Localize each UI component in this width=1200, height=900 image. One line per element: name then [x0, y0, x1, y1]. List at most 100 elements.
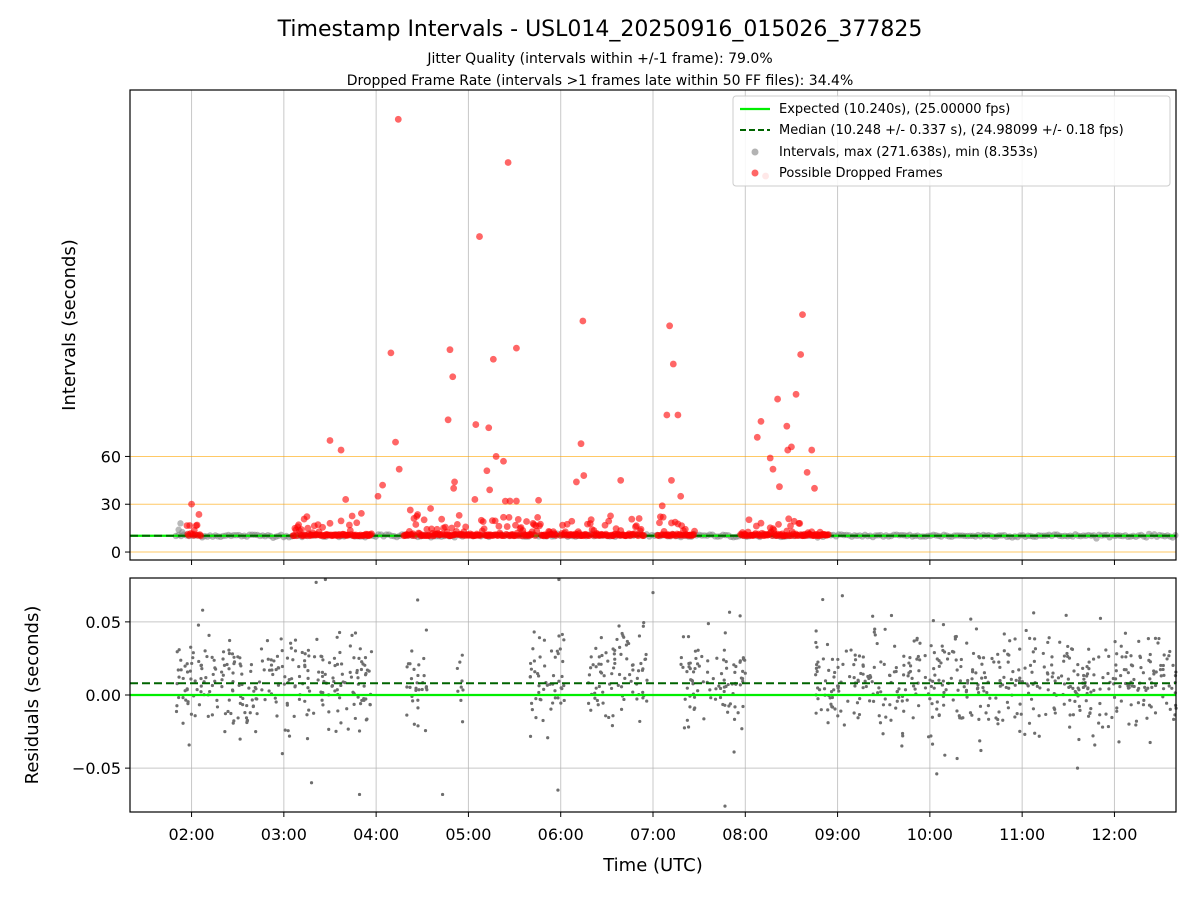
residual-point — [562, 683, 566, 688]
dropped-frame-point — [453, 520, 461, 528]
residual-point — [1145, 716, 1149, 720]
residual-point — [537, 636, 542, 640]
residual-point — [1056, 676, 1061, 680]
residual-point — [335, 635, 339, 639]
residual-point — [227, 667, 231, 671]
residual-point — [691, 682, 695, 686]
intervals-panel: 0 30 60 Intervals (seconds) Expected (10.2… — [59, 89, 1179, 565]
residual-point — [331, 676, 335, 680]
residual-point — [1157, 636, 1161, 641]
residual-point — [724, 666, 729, 670]
residual-point — [1097, 721, 1101, 725]
residual-point — [312, 655, 317, 659]
dropped-frame-point — [462, 523, 470, 531]
residual-point — [1068, 684, 1072, 689]
residual-point — [817, 665, 821, 669]
residual-point — [738, 614, 742, 618]
residual-point — [197, 659, 201, 664]
residual-point — [685, 718, 689, 722]
legend-dropped-swatch — [751, 169, 759, 177]
dropped-frame-point — [811, 484, 818, 492]
dropped-frame-point — [635, 515, 643, 522]
residual-point — [1114, 669, 1118, 673]
residual-point — [881, 703, 886, 707]
residual-point — [260, 688, 264, 692]
residual-point — [965, 695, 969, 699]
residual-point — [343, 681, 347, 685]
residual-point — [645, 699, 649, 703]
residual-point — [895, 699, 899, 703]
residual-point — [529, 667, 534, 671]
residual-point — [997, 660, 1001, 664]
dropped-frame-point — [658, 502, 666, 510]
residual-point — [1062, 702, 1066, 706]
dropped-frame-point — [450, 484, 458, 492]
residual-point — [251, 704, 255, 709]
residual-point — [293, 649, 298, 653]
residual-point — [715, 656, 719, 660]
time-x-tick-label: 03:00 — [261, 825, 307, 844]
intervals-legend: Expected (10.240s), (25.00000 fps) Media… — [732, 95, 1171, 187]
residual-point — [356, 695, 360, 699]
residual-point — [416, 698, 420, 702]
residual-point — [191, 656, 195, 660]
residual-point — [975, 687, 980, 691]
residual-point — [1106, 724, 1111, 729]
residual-point — [333, 663, 337, 668]
dropped-frame-point — [535, 496, 542, 504]
residual-point — [357, 792, 362, 797]
residual-point — [1172, 717, 1176, 721]
residual-point — [306, 676, 310, 680]
residual-point — [1092, 688, 1096, 692]
residual-point — [962, 685, 966, 689]
residual-point — [367, 669, 371, 673]
legend-intervals-swatch — [751, 148, 759, 156]
residual-point — [836, 657, 840, 662]
residual-point — [191, 651, 195, 655]
residual-point — [601, 701, 605, 705]
residual-point — [1073, 699, 1077, 703]
residual-point — [966, 678, 970, 683]
residual-point — [183, 664, 187, 668]
residual-point — [460, 679, 464, 683]
residual-point — [877, 686, 881, 690]
residual-point — [556, 651, 560, 656]
residual-point — [196, 623, 201, 627]
dropped-frame-point — [491, 517, 499, 525]
residual-point — [285, 656, 290, 660]
dropped-frame-point — [395, 465, 403, 473]
residual-point — [739, 676, 743, 680]
residual-point — [359, 667, 364, 672]
dropped-frame-point — [485, 424, 493, 432]
residual-point — [897, 695, 901, 699]
dropped-frame-point — [374, 492, 382, 500]
residual-point — [1150, 685, 1154, 689]
residual-point — [987, 717, 991, 721]
dropped-frame-point — [753, 433, 761, 441]
residual-point — [700, 654, 704, 659]
residual-point — [930, 702, 934, 706]
residual-point — [726, 682, 730, 687]
residual-point — [601, 690, 605, 694]
residual-point — [944, 688, 948, 692]
residual-point — [307, 708, 311, 712]
residual-point — [1124, 655, 1128, 659]
dropped-frame-point — [197, 532, 205, 540]
residual-point — [1130, 664, 1135, 668]
residual-point — [461, 688, 465, 692]
residual-point — [685, 686, 689, 690]
residual-point — [1126, 686, 1131, 690]
residual-point — [405, 685, 409, 689]
residual-point — [893, 644, 897, 648]
residual-point — [270, 668, 274, 672]
residual-point — [1052, 706, 1056, 710]
residual-point — [339, 662, 344, 666]
residual-point — [1018, 702, 1022, 706]
residual-point — [355, 668, 359, 673]
residual-point — [895, 689, 899, 694]
residual-point — [362, 697, 366, 701]
dropped-frame-point — [640, 531, 648, 539]
residual-point — [587, 673, 592, 677]
residual-point — [941, 679, 945, 683]
residual-point — [267, 689, 271, 693]
